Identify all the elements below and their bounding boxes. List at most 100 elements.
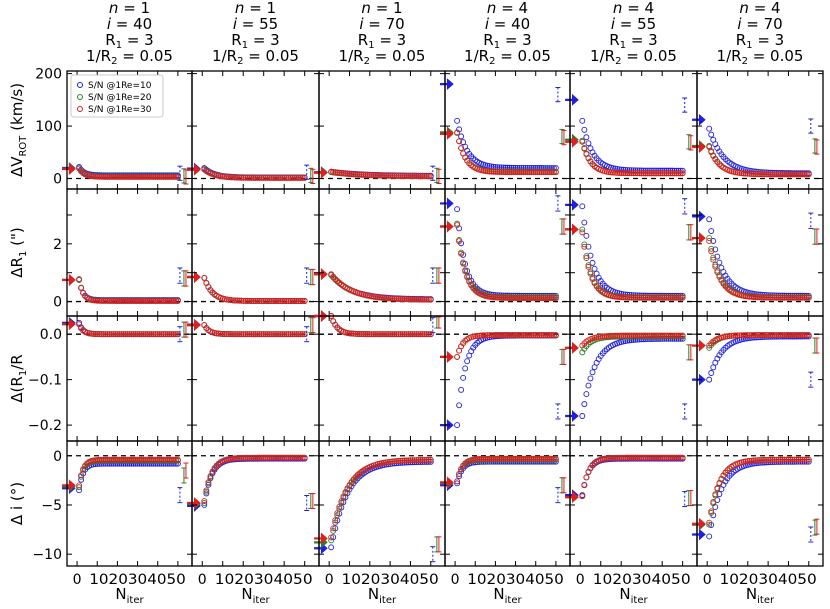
data-point — [644, 294, 651, 301]
data-point — [413, 173, 420, 180]
x-tick-label: 1020304050 — [719, 572, 816, 588]
data-point — [92, 173, 99, 180]
data-point — [393, 295, 400, 302]
data-point — [488, 455, 495, 462]
data-point — [383, 459, 390, 466]
column-title-line: n = 4 — [487, 0, 528, 17]
data-point — [128, 298, 135, 304]
data-point — [581, 401, 588, 408]
data-point — [742, 458, 749, 465]
data-point — [789, 171, 796, 178]
data-point — [773, 332, 780, 339]
data-point — [651, 454, 657, 461]
data-point — [110, 331, 117, 338]
data-point — [116, 298, 123, 304]
panel — [314, 310, 446, 442]
data-point — [78, 473, 85, 480]
data-point — [423, 173, 430, 180]
data-point — [124, 456, 131, 463]
data-point — [411, 457, 418, 464]
data-point — [460, 260, 467, 267]
data-point — [795, 171, 802, 178]
data-point — [767, 171, 774, 178]
data-point — [616, 294, 623, 301]
data-point — [427, 456, 434, 463]
data-point — [90, 173, 97, 180]
data-point — [289, 298, 296, 304]
data-point — [256, 331, 263, 338]
data-point — [423, 296, 430, 303]
data-point — [411, 296, 418, 303]
data-point — [544, 169, 551, 176]
data-point — [391, 172, 398, 179]
column-title-line: i = 70 — [737, 15, 782, 33]
data-point — [490, 168, 497, 175]
panel — [692, 440, 824, 567]
data-point — [492, 455, 499, 462]
data-point — [213, 330, 220, 337]
data-point — [238, 174, 245, 181]
column-title-line: i = 70 — [359, 15, 404, 33]
data-point — [482, 455, 489, 462]
data-point — [94, 457, 101, 463]
data-point — [628, 170, 635, 177]
data-point — [492, 332, 499, 339]
data-point — [346, 170, 353, 177]
data-point — [148, 456, 155, 463]
legend-label: S/N @1Re=30 — [88, 105, 152, 115]
data-point — [644, 170, 651, 177]
data-point — [152, 298, 159, 304]
data-point — [673, 454, 680, 461]
data-point — [734, 169, 741, 176]
data-point — [90, 457, 97, 464]
data-point — [395, 295, 402, 302]
data-point — [360, 171, 367, 178]
data-point — [399, 296, 406, 303]
data-point — [504, 169, 511, 176]
legend-marker — [77, 106, 83, 112]
data-point — [620, 294, 627, 301]
data-point — [605, 332, 612, 339]
data-point — [419, 331, 426, 338]
initial-offset-arrow — [565, 198, 579, 211]
data-point — [530, 455, 537, 462]
data-point — [456, 473, 463, 480]
data-point — [771, 171, 778, 178]
panel — [692, 315, 824, 442]
data-point — [542, 169, 549, 176]
data-point — [534, 169, 541, 176]
data-point — [368, 293, 375, 300]
data-point — [520, 332, 527, 339]
data-point — [526, 169, 533, 176]
data-point — [579, 413, 586, 419]
data-point — [279, 331, 286, 338]
data-point — [679, 332, 686, 339]
data-point — [277, 454, 284, 461]
data-point — [581, 145, 588, 152]
data-point — [122, 173, 129, 180]
data-point — [671, 294, 678, 301]
data-point — [172, 298, 179, 304]
data-point — [763, 294, 770, 301]
data-point — [738, 332, 745, 339]
data-point — [454, 222, 461, 229]
data-point — [383, 295, 390, 302]
data-point — [397, 296, 404, 302]
data-point — [299, 454, 306, 461]
data-point — [126, 298, 133, 304]
data-point — [651, 170, 657, 177]
data-point — [146, 331, 153, 338]
data-point — [781, 294, 788, 301]
data-point — [138, 298, 145, 304]
data-point — [777, 171, 784, 178]
data-point — [164, 173, 171, 180]
data-point — [740, 292, 747, 299]
data-point — [665, 170, 672, 177]
data-point — [679, 294, 686, 301]
data-point — [301, 298, 308, 304]
data-point — [528, 455, 535, 462]
data-point — [622, 170, 629, 177]
data-point — [763, 171, 770, 178]
data-point — [150, 298, 157, 304]
data-point — [295, 454, 302, 461]
